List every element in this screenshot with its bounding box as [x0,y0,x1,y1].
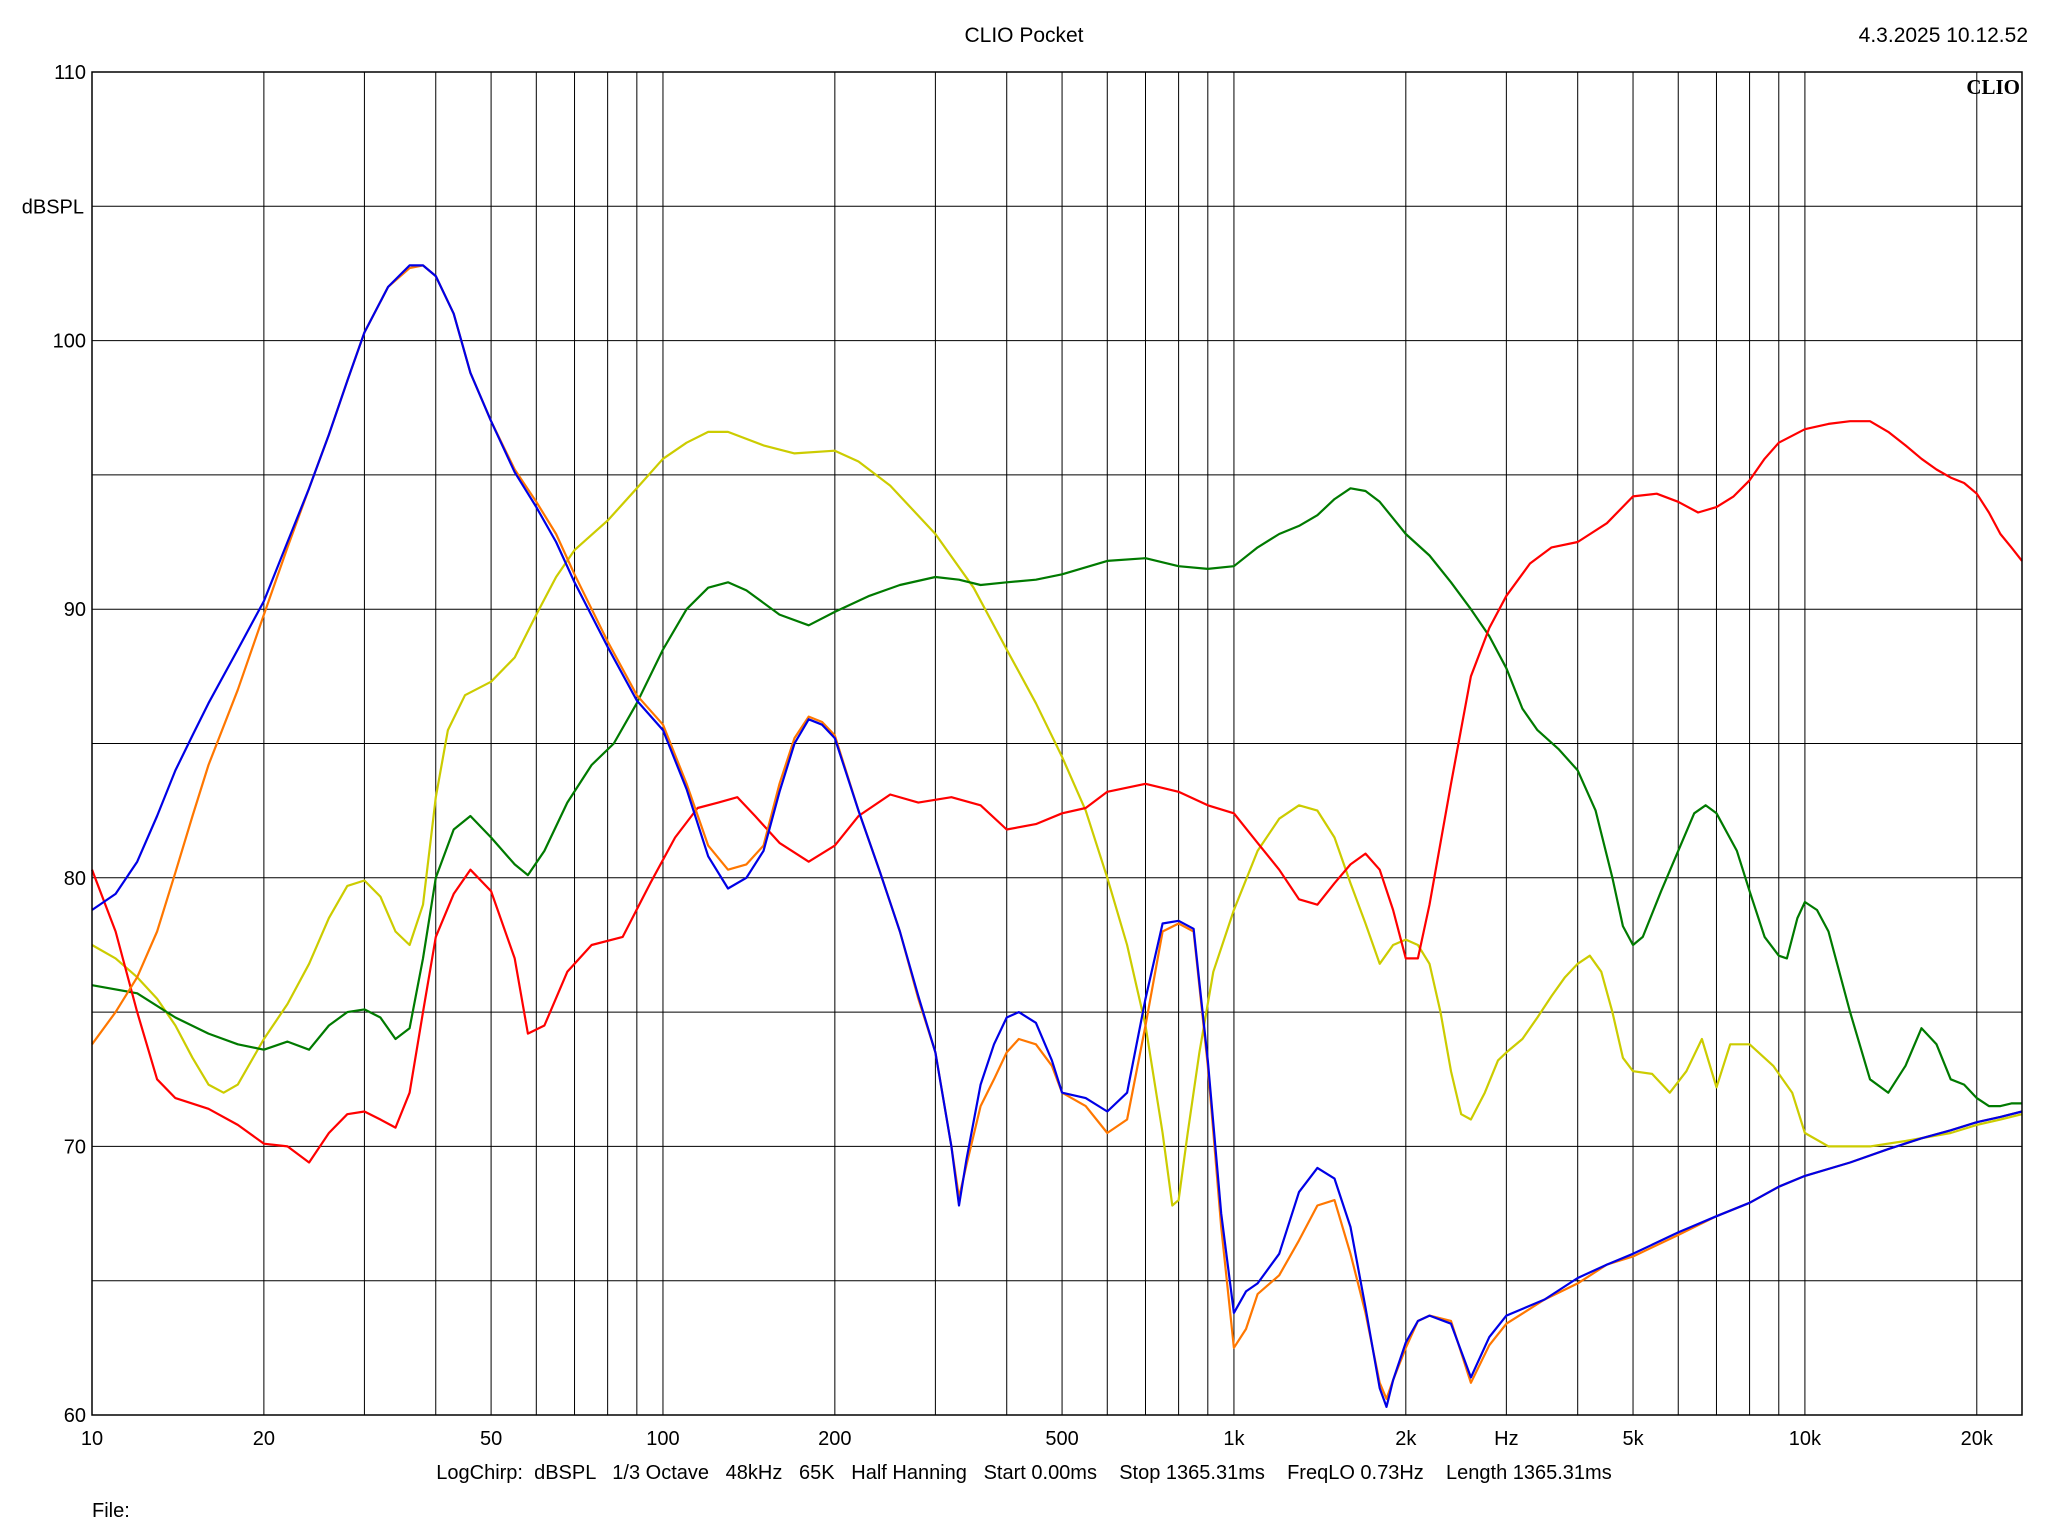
y-axis-label: dBSPL [22,196,84,218]
x-tick-label: 5k [1622,1428,1644,1450]
x-axis-label: Hz [1494,1428,1518,1450]
x-tick-label: 100 [646,1428,679,1450]
response-curve-1 [91,430,2023,1207]
y-tick-label: 70 [64,1136,86,1158]
response-curve-5 [91,264,2023,1408]
timestamp: 4.3.2025 10.12.52 [1858,24,2028,47]
x-tick-label: 1k [1223,1428,1245,1450]
chart-title: CLIO Pocket [964,24,1084,47]
plot-frame [91,71,2023,1416]
x-tick-label: 20 [253,1428,275,1450]
y-tick-label: 110 [54,62,86,84]
curves [90,264,2023,1408]
x-tick-label: 10 [81,1428,103,1450]
response-curve-3 [90,420,2023,1164]
y-tick-label: 60 [64,1405,86,1427]
y-tick-label: 100 [53,331,86,353]
grid [92,72,2022,1415]
x-tick-label: 50 [480,1428,502,1450]
x-tick-label: 2k [1395,1428,1417,1450]
measurement-parameters: LogChirp: dBSPL 1/3 Octave 48kHz 65K Hal… [436,1462,1612,1484]
clio-logo: CLIO [1966,75,2020,99]
response-curve-2 [91,487,2022,1108]
x-tick-labels: 10 20 50 100 200 500 1k 2k 5k 10k 20k [81,1428,1994,1450]
x-tick-label: 500 [1045,1428,1078,1450]
x-tick-label: 20k [1961,1428,1994,1450]
file-label: File: [92,1500,130,1522]
y-tick-label: 80 [64,868,86,890]
x-tick-label: 200 [818,1428,851,1450]
y-tick-label: 90 [64,599,86,621]
x-tick-label: 10k [1789,1428,1822,1450]
response-curve-4 [91,264,2023,1400]
y-tick-labels: 60 70 80 90 100 110 [53,62,86,1427]
